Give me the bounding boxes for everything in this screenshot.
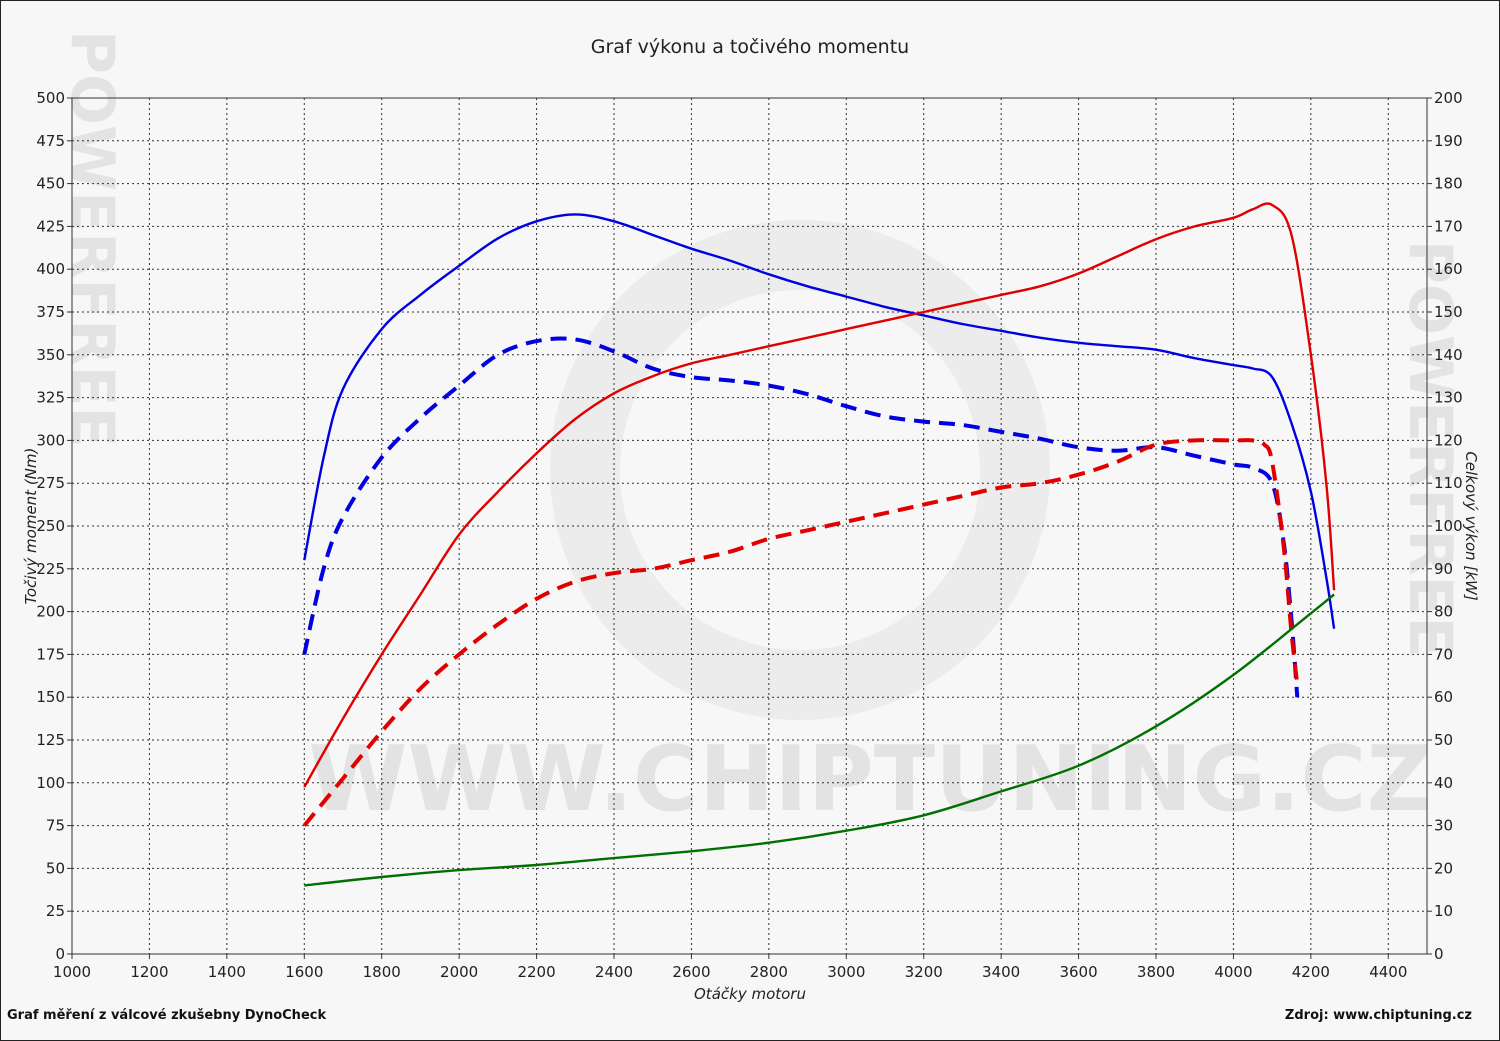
x-tick-label-10: 3000 [827,963,865,981]
y-right-axis-title: Celkový výkon [kW] [1462,451,1480,601]
watermark-logo [550,220,1050,720]
y-right-tick-label-7: 70 [1434,645,1453,663]
x-tick-label-15: 4000 [1214,963,1252,981]
y-left-tick-label-13: 325 [36,389,65,407]
y-right-tick-label-17: 170 [1434,217,1463,235]
x-tick-label-8: 2600 [672,963,710,981]
y-left-axis-title: Točivý moment (Nm) [22,448,40,605]
x-tick-label-7: 2400 [595,963,633,981]
y-left-tick-label-20: 500 [36,89,65,107]
footer-right-text: Zdroj: www.chiptuning.cz [1285,1008,1472,1023]
y-right-tick-label-10: 100 [1434,517,1463,535]
x-tick-label-17: 4400 [1369,963,1407,981]
y-left-tick-label-18: 450 [36,175,65,193]
x-tick-label-11: 3200 [905,963,943,981]
y-right-tick-label-11: 110 [1434,474,1463,492]
y-right-tick-label-14: 140 [1434,346,1463,364]
y-right-tick-label-5: 50 [1434,731,1453,749]
series-layer [302,202,1336,887]
y-left-tick-label-5: 125 [36,731,65,749]
watermark: WWW.CHIPTUNING.CZ POWERFREE POWERFREE [57,30,1465,832]
x-axis-ticks: 1000 1200 1400 1600 1800 2000 2200 2400 2600 2800… [53,954,1407,981]
y-right-tick-label-0: 0 [1434,945,1444,963]
x-tick-label-3: 1600 [285,963,323,981]
y-left-tick-label-19: 475 [36,132,65,150]
y-left-tick-label-17: 425 [36,217,65,235]
x-tick-label-4: 1800 [363,963,401,981]
y-right-axis-ticks: 0 10 20 30 40 50 60 70 80 90 100 110 120 130 140 150 160… [1427,89,1463,963]
series-line-4 [304,593,1335,887]
y-left-tick-label-16: 400 [36,260,65,278]
x-tick-label-2: 1400 [208,963,246,981]
x-tick-label-13: 3600 [1059,963,1097,981]
series-line-0 [303,213,1336,629]
x-tick-label-6: 2200 [517,963,555,981]
y-left-tick-label-6: 150 [36,688,65,706]
y-left-tick-label-8: 200 [36,603,65,621]
x-tick-label-1: 1200 [130,963,168,981]
x-axis-title: Otáčky motoru [694,985,806,1003]
x-tick-label-16: 4200 [1292,963,1330,981]
y-left-tick-label-2: 50 [46,859,65,877]
y-right-tick-label-3: 30 [1434,817,1453,835]
y-left-tick-label-10: 250 [36,517,65,535]
y-right-tick-label-4: 40 [1434,774,1453,792]
x-tick-label-12: 3400 [982,963,1020,981]
y-right-tick-label-18: 180 [1434,175,1463,193]
y-right-tick-label-8: 80 [1434,603,1453,621]
y-left-tick-label-15: 375 [36,303,65,321]
series-line-3 [302,438,1300,827]
x-tick-label-14: 3800 [1137,963,1175,981]
y-left-axis-ticks: 0 25 50 75 100 125 150 175 200 225 250 275 300 325 350… [36,89,72,963]
watermark-side-right: POWERFREE [1395,240,1465,658]
series-line-2 [303,202,1336,788]
y-left-tick-label-14: 350 [36,346,65,364]
y-right-tick-label-1: 10 [1434,902,1453,920]
series-line-1 [302,336,1300,698]
watermark-text: WWW.CHIPTUNING.CZ [308,727,1431,832]
footer-left-text: Graf měření z válcové zkušebny DynoCheck [7,1008,326,1023]
y-left-tick-label-9: 225 [36,560,65,578]
y-left-tick-label-3: 75 [46,817,65,835]
x-tick-label-9: 2800 [750,963,788,981]
y-left-tick-label-1: 25 [46,902,65,920]
x-tick-label-0: 1000 [53,963,91,981]
y-right-tick-label-12: 120 [1434,431,1463,449]
grid [72,98,1427,954]
y-right-tick-label-13: 130 [1434,389,1463,407]
y-left-tick-label-7: 175 [36,645,65,663]
y-right-tick-label-6: 60 [1434,688,1453,706]
y-right-tick-label-19: 190 [1434,132,1463,150]
x-tick-label-5: 2000 [440,963,478,981]
y-left-tick-label-0: 0 [55,945,65,963]
y-right-tick-label-20: 200 [1434,89,1463,107]
y-right-tick-label-15: 150 [1434,303,1463,321]
y-right-tick-label-16: 160 [1434,260,1463,278]
y-left-tick-label-12: 300 [36,431,65,449]
watermark-side-left: POWERFREE [57,30,127,448]
y-right-tick-label-9: 90 [1434,560,1453,578]
y-right-tick-label-2: 20 [1434,859,1453,877]
y-left-tick-label-11: 275 [36,474,65,492]
chart-title: Graf výkonu a točivého momentu [591,36,909,58]
y-left-tick-label-4: 100 [36,774,65,792]
